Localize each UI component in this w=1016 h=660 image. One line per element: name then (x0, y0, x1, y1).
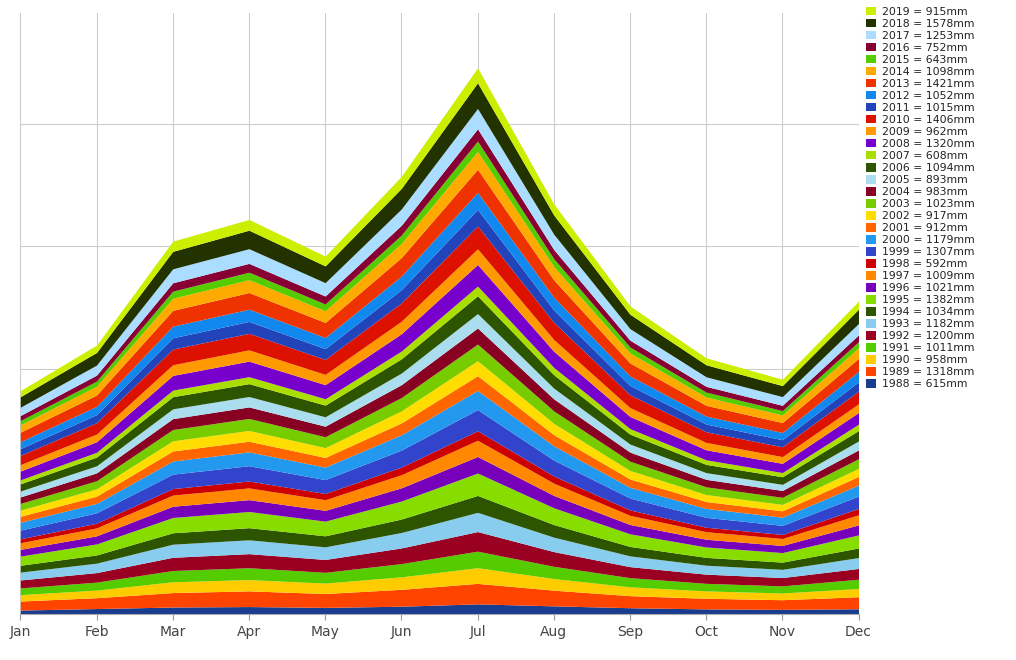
Legend: 2019 = 915mm, 2018 = 1578mm, 2017 = 1253mm, 2016 = 752mm, 2015 = 643mm, 2014 = 1: 2019 = 915mm, 2018 = 1578mm, 2017 = 1253… (866, 7, 974, 389)
